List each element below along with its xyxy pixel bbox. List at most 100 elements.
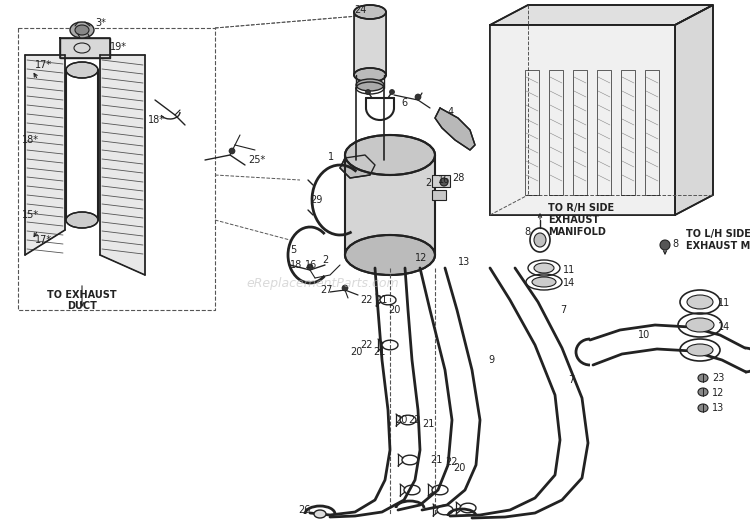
Text: 20: 20	[350, 347, 362, 357]
Bar	[597, 70, 611, 195]
Text: 13: 13	[458, 257, 470, 267]
Text: 20: 20	[388, 305, 400, 315]
Text: 19*: 19*	[110, 42, 127, 52]
Text: 8: 8	[524, 227, 530, 237]
Text: 3*: 3*	[95, 18, 106, 28]
Text: 27: 27	[320, 285, 332, 295]
Text: 14: 14	[563, 278, 575, 288]
Text: 2: 2	[322, 255, 328, 265]
Polygon shape	[435, 108, 475, 150]
Text: 9: 9	[488, 355, 494, 365]
Text: 28: 28	[452, 173, 464, 183]
Ellipse shape	[229, 148, 235, 154]
Ellipse shape	[389, 89, 394, 95]
Bar	[573, 70, 587, 195]
Ellipse shape	[66, 212, 98, 228]
Text: 7: 7	[568, 375, 574, 385]
Text: 25*: 25*	[248, 155, 266, 165]
Ellipse shape	[698, 388, 708, 396]
Ellipse shape	[698, 374, 708, 382]
Ellipse shape	[307, 264, 313, 270]
Text: eReplacementParts.com: eReplacementParts.com	[246, 277, 399, 289]
Text: 29: 29	[310, 195, 322, 205]
Bar	[490, 25, 675, 215]
Bar	[525, 70, 539, 195]
Ellipse shape	[354, 5, 386, 19]
Text: TO L/H SIDE
EXHAUST MANIFOLD: TO L/H SIDE EXHAUST MANIFOLD	[686, 229, 750, 251]
Text: 6: 6	[401, 98, 407, 108]
Bar	[621, 70, 635, 195]
Text: 22: 22	[360, 295, 373, 305]
Polygon shape	[645, 70, 659, 195]
Text: 21: 21	[373, 347, 386, 357]
Polygon shape	[675, 5, 713, 215]
Text: 15*: 15*	[22, 210, 39, 220]
Ellipse shape	[356, 79, 384, 91]
Text: 17*: 17*	[35, 60, 52, 70]
Text: 22: 22	[445, 457, 458, 467]
Polygon shape	[340, 155, 375, 178]
Polygon shape	[100, 55, 145, 275]
Ellipse shape	[534, 233, 546, 247]
Ellipse shape	[365, 89, 370, 95]
Text: 10: 10	[638, 330, 650, 340]
Text: 23: 23	[712, 373, 724, 383]
Text: 24: 24	[354, 5, 366, 15]
Text: 26: 26	[298, 505, 310, 515]
Text: TO EXHAUST: TO EXHAUST	[47, 290, 117, 300]
Text: 18*: 18*	[22, 135, 39, 145]
Text: 21: 21	[375, 295, 387, 305]
Text: 12: 12	[415, 253, 428, 263]
Ellipse shape	[687, 295, 713, 309]
Text: 1: 1	[328, 152, 334, 162]
Text: 7: 7	[560, 305, 566, 315]
Ellipse shape	[75, 25, 89, 35]
Text: 14: 14	[718, 322, 730, 332]
Polygon shape	[60, 38, 110, 58]
Polygon shape	[573, 70, 587, 195]
Text: TO R/H SIDE
EXHAUST
MANIFOLD: TO R/H SIDE EXHAUST MANIFOLD	[548, 203, 614, 236]
Ellipse shape	[342, 285, 348, 291]
Bar	[432, 175, 450, 187]
Polygon shape	[490, 25, 675, 215]
Polygon shape	[25, 55, 65, 255]
Text: 4: 4	[448, 107, 454, 117]
Ellipse shape	[698, 404, 708, 412]
Text: 5: 5	[290, 245, 296, 255]
Text: 12: 12	[712, 388, 724, 398]
Ellipse shape	[440, 178, 448, 186]
Polygon shape	[621, 70, 635, 195]
Text: 11: 11	[563, 265, 575, 275]
Polygon shape	[490, 5, 713, 25]
Text: 2: 2	[425, 178, 431, 188]
Ellipse shape	[687, 344, 713, 356]
Ellipse shape	[70, 22, 94, 38]
Text: 18*: 18*	[148, 115, 165, 125]
Ellipse shape	[354, 68, 386, 82]
Text: 18: 18	[290, 260, 302, 270]
Polygon shape	[597, 70, 611, 195]
Ellipse shape	[314, 510, 326, 518]
Ellipse shape	[415, 94, 421, 100]
Text: 13: 13	[712, 403, 724, 413]
Text: 8: 8	[672, 239, 678, 249]
Bar	[432, 190, 446, 200]
Text: 16: 16	[305, 260, 317, 270]
Text: 11: 11	[718, 298, 730, 308]
Text: DUCT: DUCT	[67, 301, 97, 311]
Polygon shape	[345, 155, 435, 255]
Ellipse shape	[660, 240, 670, 250]
Polygon shape	[354, 12, 386, 75]
Ellipse shape	[345, 235, 435, 275]
Ellipse shape	[534, 263, 554, 273]
Text: 20: 20	[453, 463, 465, 473]
Ellipse shape	[345, 135, 435, 175]
Text: 17*: 17*	[35, 235, 52, 245]
Polygon shape	[549, 70, 563, 195]
Bar	[645, 70, 659, 195]
Ellipse shape	[532, 277, 556, 287]
Ellipse shape	[686, 318, 714, 332]
Polygon shape	[525, 70, 539, 195]
Text: 22: 22	[408, 415, 421, 425]
Text: 16: 16	[438, 175, 450, 185]
